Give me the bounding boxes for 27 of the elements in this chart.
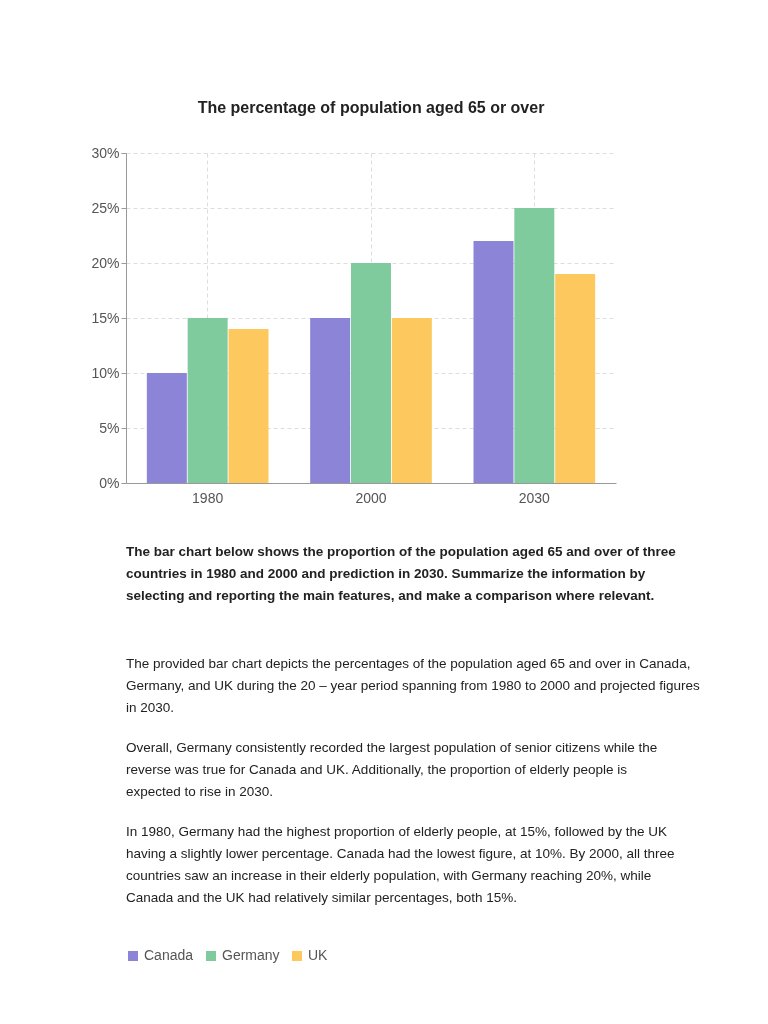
y-tick-label: 0%	[99, 474, 120, 491]
text: The bar chart below shows the proportion of the population aged 65 and over of three countries in 1980 and 2000 and prediction in 2030. Summarize the information by selecting and reporting the main features, and make a comparison where relevant.	[126, 544, 677, 603]
bar	[473, 241, 514, 483]
bar	[310, 318, 351, 483]
chart-title: The percentage of population aged 65 or over	[197, 99, 545, 116]
y-tick-label: 20%	[91, 254, 120, 271]
text: The provided bar chart depicts the percentages of the population aged 65 and over in Canada, Germany, and UK during the 20 – year period spanning from 1980 to 2000 and projected figures in 2030.	[126, 656, 701, 715]
legend-label: Canada	[144, 947, 194, 963]
text: In 1980, Germany had the highest proportion of elderly people, at 15%, followed by the UK having a slightly lower percentage. Canada had the lowest figure, at 10%. By 2000, all three countries saw an increase in their elderly population, with Germany reaching 20%, while Canada and the UK had relatively similar percentages, both 15%.	[126, 824, 675, 905]
y-tick-label: 5%	[99, 419, 120, 436]
bar	[351, 263, 391, 483]
bar	[391, 318, 432, 483]
text: Overall, Germany consistently recorded the largest population of senior citizens while the reverse was true for Canada and UK. Additionally, the proportion of elderly people is expected to rise in 2030.	[126, 740, 658, 799]
x-tick-label: 2000	[355, 489, 387, 506]
y-tick-label: 15%	[91, 309, 120, 326]
y-tick-label: 10%	[91, 364, 120, 381]
x-tick-label: 2030	[518, 489, 551, 506]
bar	[146, 373, 187, 483]
bar	[514, 208, 555, 483]
x-tick-label: 1980	[192, 489, 224, 506]
bar	[228, 329, 269, 483]
legend-label: Germany	[222, 947, 280, 963]
legend-label: UK	[308, 947, 329, 963]
bar	[187, 318, 228, 483]
y-tick-label: 30%	[91, 144, 120, 161]
y-tick-label: 25%	[91, 199, 120, 216]
bar	[555, 274, 596, 483]
